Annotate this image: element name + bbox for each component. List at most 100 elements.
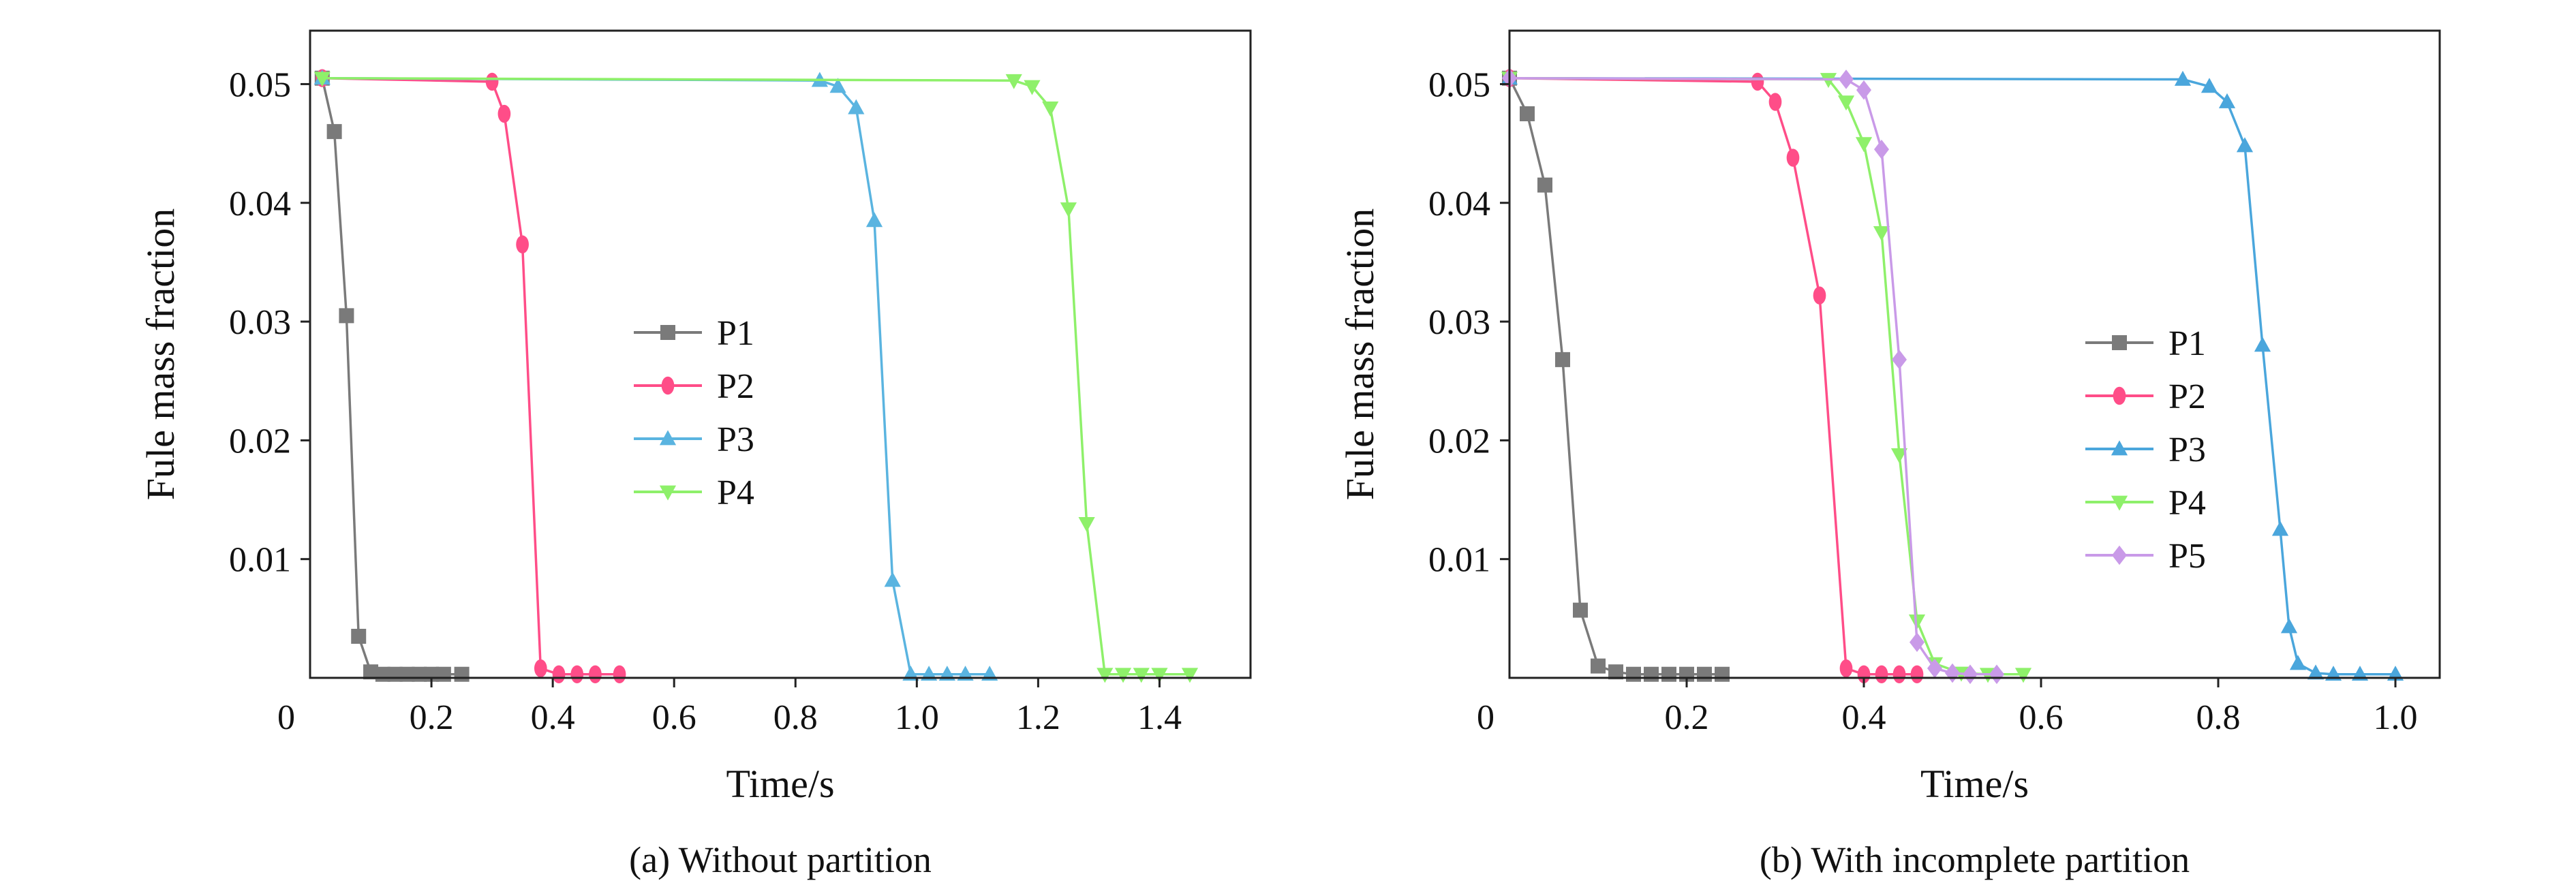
- chart-a-series-p2-point: [552, 665, 566, 683]
- chart-b-legend-p4-marker: [2111, 495, 2128, 511]
- chart-b-series-p4-point: [1890, 448, 1908, 463]
- chart-a-plot-frame: [309, 29, 1252, 679]
- chart-b-series-p5-point: [1989, 664, 2004, 685]
- chart-b-caption: (b) With incomplete partition: [1760, 839, 2190, 880]
- chart-b-x-tick-label: 0.8: [2196, 698, 2241, 737]
- chart-a-series-p1-point: [339, 308, 354, 324]
- chart-b-series-p2-point: [1786, 149, 1800, 167]
- chart-b-series-p1-point: [1697, 666, 1712, 682]
- chart-b-series-p5-point: [1874, 140, 1889, 159]
- chart-b-ticks: 0 0.2 0.4 0.6 0.8 1.0 0.01 0.02 0.03 0.04 0.05: [1428, 65, 2418, 737]
- chart-a-y-tick-label: 0.02: [229, 422, 291, 461]
- chart-a-y-axis-label: Fule mass fraction: [138, 208, 183, 500]
- chart-b-series-p1-point: [1608, 664, 1623, 680]
- chart-b-series-p2-point: [1751, 72, 1764, 91]
- chart-a-series-p4-line: [322, 76, 1190, 676]
- chart-a-x-tick-label: 1.0: [895, 698, 939, 737]
- chart-a-series-p2-point: [613, 665, 626, 683]
- chart-a-legend-p4-marker: [659, 485, 677, 501]
- chart-a-series-p4-point: [1060, 202, 1077, 218]
- chart-b-x-tick-label: 0.2: [1665, 698, 1709, 737]
- chart-b-series-p3-point: [2218, 93, 2236, 108]
- chart-b-legend-p4-label: P4: [2168, 484, 2206, 523]
- chart-a-series-p2-point: [497, 104, 511, 123]
- chart-a-legend-p2-label: P2: [717, 367, 754, 406]
- chart-a-series-p1-point: [351, 628, 367, 644]
- chart-b-series-p2-point: [1768, 93, 1782, 111]
- chart-a-ticks: 0 0.2 0.4 0.6 0.8 1.0 1.2 1.4 0.01 0.02 0.03 0.04 0.…: [229, 65, 1182, 737]
- chart-b-series-p3-point: [2280, 618, 2298, 634]
- chart-a-legend-p1-marker: [660, 325, 675, 340]
- chart-b-y-axis-label: Fule mass fraction: [1338, 208, 1382, 500]
- chart-b-y-tick-label: 0.01: [1428, 541, 1490, 580]
- chart-b-x-axis-label: Time/s: [1920, 762, 2029, 806]
- chart-b-legend-p1-marker: [2112, 335, 2127, 350]
- chart-panel-b: 0 0.2 0.4 0.6 0.8 1.00.010.020.030.040.05 P1P…: [1338, 29, 2441, 880]
- chart-b-plot-frame: [1508, 29, 2441, 679]
- chart-b-y-tick-label: 0.05: [1428, 65, 1490, 104]
- chart-a-series-p1-line: [321, 78, 462, 676]
- chart-panel-a: 0 0.2 0.4 0.6 0.8 1.0 1.2 1.4 0.01 0.02 0.03 0.04 0.…: [138, 29, 1252, 880]
- chart-a-y-tick-label: 0.04: [229, 185, 291, 223]
- chart-a-legend-p2-marker: [661, 376, 675, 395]
- chart-a-series-p4-point: [1114, 668, 1132, 683]
- chart-b-x-tick-label: 0: [1477, 698, 1494, 737]
- chart-b-series-p3-point: [2254, 337, 2271, 352]
- chart-a-series-p4-point: [1078, 517, 1095, 533]
- chart-a-series-p2-line: [322, 76, 620, 676]
- chart-a-x-tick-label: 1.4: [1137, 698, 1182, 737]
- chart-a-series-p2-point: [516, 235, 529, 253]
- chart-b-y-tick-label: 0.04: [1428, 185, 1490, 223]
- chart-b-series-p1-point: [1520, 106, 1535, 122]
- chart-a-series-p4-point: [313, 72, 331, 87]
- chart-b-series-p1-point: [1626, 666, 1641, 682]
- chart-b-legend-p1-label: P1: [2168, 324, 2206, 363]
- chart-b-legend-p3-marker: [2111, 440, 2128, 456]
- chart-b-legend-p3-label: P3: [2168, 431, 2206, 469]
- chart-a-legend-p3-marker: [659, 430, 677, 446]
- chart-a-x-tick-label: 0.8: [773, 698, 818, 737]
- chart-b-legend-p2-label: P2: [2168, 377, 2206, 416]
- chart-b-series-p3-point: [2174, 70, 2192, 86]
- chart-b-series-p1-point: [1537, 177, 1552, 193]
- chart-b-x-tick-label: 1.0: [2374, 698, 2418, 737]
- chart-b-series-p2-point: [1813, 286, 1826, 305]
- chart-a-series-p2-point: [589, 665, 602, 683]
- chart-a-series-p3-point: [865, 212, 883, 228]
- chart-b-series-p2-point: [1892, 665, 1906, 683]
- chart-b-series-p4-point: [1908, 614, 1926, 629]
- chart-a-series-p4-point: [1097, 668, 1114, 683]
- chart-a-legend-p4-label: P4: [717, 473, 754, 512]
- chart-a-x-tick-label: 0.4: [531, 698, 575, 737]
- chart-b-legend-p2-marker: [2113, 386, 2126, 405]
- chart-b-series-p5-point: [1892, 349, 1907, 370]
- chart-b-x-tick-label: 0.6: [2019, 698, 2064, 737]
- chart-a-legend-p3-label: P3: [717, 420, 754, 459]
- chart-b-series-p1-point: [1661, 666, 1676, 682]
- chart-a-series-p4-point: [1042, 101, 1059, 116]
- chart-a-y-tick-label: 0.03: [229, 303, 291, 342]
- chart-b-series-p2-line: [1509, 76, 1917, 676]
- chart-a-series-p1-point: [326, 124, 342, 140]
- chart-a-legend: P1 P2 P3 P4: [634, 314, 754, 512]
- chart-a-x-tick-label: 1.2: [1016, 698, 1060, 737]
- chart-b-y-tick-label: 0.02: [1428, 422, 1490, 461]
- chart-b-series-p1-point: [1573, 602, 1588, 618]
- chart-b-legend-p5-marker: [2112, 545, 2127, 565]
- chart-b-series-p3-point: [2201, 78, 2218, 93]
- chart-b-series-p5-point: [1963, 664, 1978, 685]
- chart-a-y-tick-label: 0.05: [229, 65, 291, 104]
- chart-a-series-p3-point: [829, 78, 846, 93]
- chart-b-legend: P1 P2 P3 P4 P5: [2085, 324, 2206, 576]
- chart-b-series-p1-point: [1555, 352, 1570, 367]
- chart-a-series-p4-point: [1133, 668, 1150, 683]
- chart-a-series-p4-point: [1181, 668, 1199, 683]
- chart-b-series-p5-point: [1927, 658, 1942, 679]
- chart-b-series-p4-point: [1855, 137, 1873, 153]
- chart-b-series-p5-point: [1945, 663, 1960, 683]
- chart-b-series-p1-point: [1644, 666, 1659, 682]
- chart-a-series-p2-point: [534, 659, 547, 678]
- chart-b-series-p5-point: [1839, 69, 1854, 89]
- chart-b-series-p5-line: [1509, 76, 1997, 676]
- chart-a-caption: (a) Without partition: [629, 839, 932, 880]
